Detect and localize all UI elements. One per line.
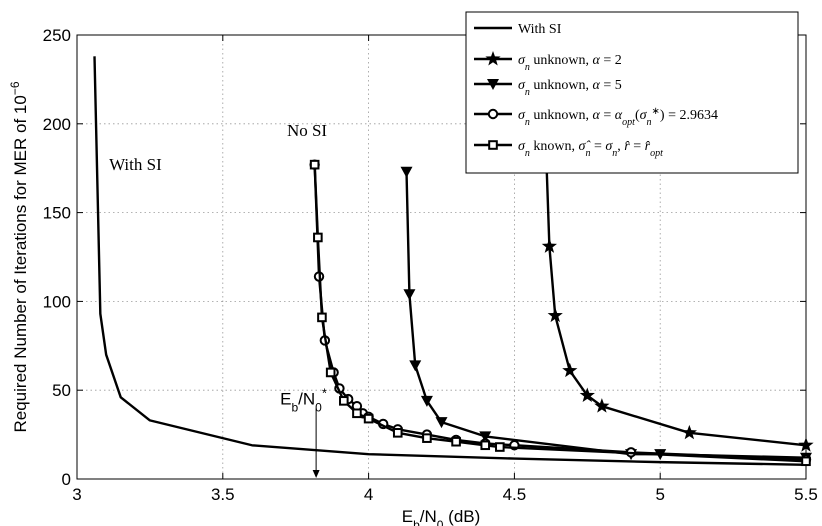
x-tick-label: 5.5 — [794, 485, 818, 504]
legend-box — [465, 11, 799, 174]
marker-square — [339, 396, 349, 406]
series-line — [313, 164, 807, 463]
legend-label-alpha-2: σn unknown, α = 2 — [518, 53, 622, 73]
marker-square — [801, 456, 811, 467]
series-2 — [538, 154, 814, 452]
marker-square — [480, 440, 491, 451]
annotation-eb-n0-star: Eb/N0* — [280, 385, 327, 478]
x-axis-title: Eb/N0 (dB) — [402, 507, 481, 526]
marker-star — [579, 387, 595, 402]
y-tick-label: 150 — [43, 204, 71, 223]
series-line — [405, 171, 807, 459]
marker-square — [495, 442, 505, 452]
legend: With SI σn unknown, α = 2 σn unknown, α … — [465, 11, 799, 174]
annotation-arrowhead — [312, 470, 320, 478]
legend-item-2 — [474, 51, 512, 66]
y-tick-label: 100 — [43, 292, 71, 311]
marker-triangle-down — [409, 360, 422, 372]
y-axis-title: Required Number of Iterations for MER of… — [8, 81, 30, 432]
annotation-with-si: With SI — [109, 155, 162, 174]
series-line — [313, 164, 807, 461]
legend-item-4 — [474, 108, 512, 120]
marker-triangle-down — [403, 289, 416, 301]
marker-star — [547, 307, 563, 323]
y-tick-label: 250 — [43, 26, 71, 45]
series-4 — [309, 159, 812, 465]
marker-circle — [487, 108, 499, 120]
marker-triangle-down — [420, 395, 433, 407]
marker-square — [451, 436, 461, 447]
marker-square — [309, 159, 320, 170]
marker-star — [562, 362, 578, 378]
annotation-no-si: No SI — [287, 121, 327, 140]
marker-triangle-down — [479, 431, 492, 443]
x-tick-label: 5 — [655, 485, 664, 504]
marker-star — [681, 424, 697, 440]
marker-square — [392, 428, 403, 438]
marker-star — [798, 437, 814, 452]
series-1 — [93, 56, 807, 466]
legend-label-alpha-opt: σn unknown, α = αopt(σn∗) = 2.9634 — [518, 106, 718, 128]
marker-square — [422, 433, 432, 443]
series-line — [545, 162, 807, 447]
marker-square — [325, 367, 336, 378]
marker-star — [594, 398, 610, 413]
annotation-eb-n0-label: Eb/N0* — [280, 385, 327, 415]
series-3 — [400, 166, 812, 464]
legend-item-5 — [474, 140, 512, 150]
legend-label-alpha-5: σn unknown, α = 5 — [518, 78, 622, 98]
series-group — [93, 56, 814, 467]
axis-ticks: 3 3.5 4 4.5 5 5.5 0 50 100 150 200 250 — [43, 26, 818, 504]
y-tick-label: 50 — [52, 381, 71, 400]
marker-star — [541, 238, 557, 253]
x-tick-label: 4 — [364, 485, 373, 504]
legend-label-with-si: With SI — [518, 22, 562, 37]
marker-square — [363, 413, 374, 424]
marker-square — [352, 408, 362, 419]
y-tick-label: 200 — [43, 115, 71, 134]
x-tick-label: 3 — [72, 485, 81, 504]
marker-square — [488, 140, 498, 150]
marker-triangle-down — [400, 166, 413, 178]
plot-area-frame — [76, 34, 807, 480]
marker-star — [485, 51, 501, 66]
x-tick-label: 3.5 — [211, 485, 235, 504]
marker-triangle-down — [435, 417, 448, 429]
series-5 — [309, 159, 811, 467]
y-tick-label: 0 — [62, 470, 71, 489]
legend-item-3 — [474, 79, 512, 90]
legend-label-sigma-known: σn known, σ̂n = σn, r̂ = r̂opt — [518, 139, 663, 159]
marker-triangle-down — [487, 79, 499, 90]
marker-square — [317, 312, 327, 323]
marker-square — [313, 232, 323, 243]
series-line — [93, 56, 807, 466]
x-tick-label: 4.5 — [503, 485, 527, 504]
